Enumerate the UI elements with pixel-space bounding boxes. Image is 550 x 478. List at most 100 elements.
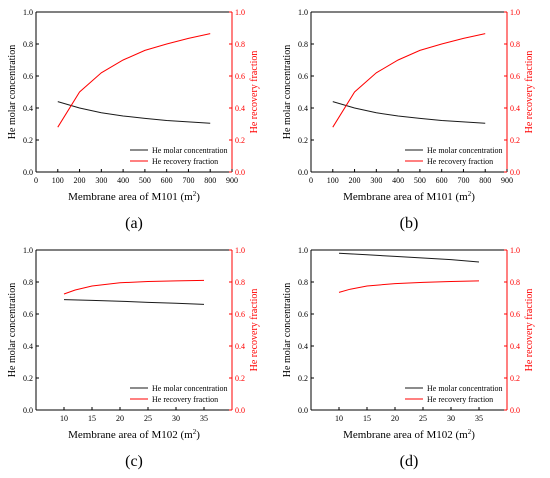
left-y-tick-label: 0.2 bbox=[23, 374, 33, 383]
right-y-tick-label: 0.4 bbox=[235, 342, 245, 351]
x-tick-label: 0 bbox=[34, 176, 38, 185]
right-y-axis-label: He recovery fraction bbox=[249, 289, 260, 372]
x-tick-label: 400 bbox=[117, 176, 129, 185]
left-y-tick-label: 0.6 bbox=[298, 310, 308, 319]
chart-panel-2: 0 100 200 300 400 500 600 700 800 9000.00.20.40.6… bbox=[282, 8, 535, 232]
x-tick-label: 15 bbox=[88, 414, 96, 423]
panel-label: (d) bbox=[400, 453, 419, 470]
x-tick-label: 20 bbox=[391, 414, 399, 423]
panel-label: (a) bbox=[125, 215, 143, 232]
x-axis-label: Membrane area of M102 (m2) bbox=[68, 428, 200, 441]
left-y-tick-label: 0.8 bbox=[23, 40, 33, 49]
panel-label: (b) bbox=[400, 215, 419, 232]
right-y-tick-label: 0.0 bbox=[235, 406, 245, 415]
left-y-tick-label: 0.4 bbox=[298, 342, 308, 351]
left-y-tick-label: 0.2 bbox=[298, 374, 308, 383]
x-tick-label: 900 bbox=[501, 176, 513, 185]
left-y-tick-label: 0.8 bbox=[298, 40, 308, 49]
x-tick-label: 25 bbox=[419, 414, 427, 423]
x-tick-label: 35 bbox=[200, 414, 208, 423]
series-line-he-molar-concentration bbox=[63, 299, 205, 305]
right-y-tick-label: 0.0 bbox=[235, 168, 245, 177]
series-line-he-recovery-fraction bbox=[332, 33, 486, 128]
right-y-tick-label: 0.8 bbox=[510, 278, 520, 287]
series-line-he-molar-concentration bbox=[332, 101, 486, 124]
x-axis-label: Membrane area of M102 (m2) bbox=[343, 428, 475, 441]
right-y-tick-label: 1.0 bbox=[510, 246, 520, 255]
x-axis-label: Membrane area of M101 (m2) bbox=[68, 190, 200, 203]
left-y-tick-label: 0.2 bbox=[298, 136, 308, 145]
x-axis-label: Membrane area of M101 (m2) bbox=[343, 190, 475, 203]
right-y-axis-label: He recovery fraction bbox=[249, 51, 260, 134]
series-line-he-molar-concentration bbox=[338, 252, 480, 263]
right-y-tick-label: 0.4 bbox=[510, 342, 520, 351]
x-tick-label: 800 bbox=[479, 176, 491, 185]
series-line-he-recovery-fraction bbox=[57, 33, 211, 128]
left-y-tick-label: 1.0 bbox=[298, 8, 308, 17]
legend-entry: He molar concentration bbox=[427, 146, 503, 155]
x-tick-label: 500 bbox=[139, 176, 151, 185]
x-tick-label: 200 bbox=[349, 176, 361, 185]
left-y-tick-label: 0.0 bbox=[298, 406, 308, 415]
legend-entry: He molar concentration bbox=[427, 384, 503, 393]
right-y-tick-label: 0.6 bbox=[235, 72, 245, 81]
legend-entry: He molar concentration bbox=[152, 146, 228, 155]
right-y-tick-label: 1.0 bbox=[235, 8, 245, 17]
panel-label: (c) bbox=[125, 453, 143, 470]
x-tick-label: 20 bbox=[116, 414, 124, 423]
legend-entry: He recovery fraction bbox=[427, 395, 493, 404]
right-y-tick-label: 0.0 bbox=[510, 168, 520, 177]
x-tick-label: 35 bbox=[475, 414, 483, 423]
left-y-tick-label: 0.0 bbox=[298, 168, 308, 177]
legend-entry: He molar concentration bbox=[152, 384, 228, 393]
series-line-he-recovery-fraction bbox=[338, 280, 480, 293]
chart-panel-1: 0 100 200 300 400 500 600 700 800 9000.00.20.40.6… bbox=[7, 8, 260, 232]
left-y-tick-label: 1.0 bbox=[298, 246, 308, 255]
right-y-tick-label: 0.0 bbox=[510, 406, 520, 415]
right-y-tick-label: 0.2 bbox=[235, 374, 245, 383]
x-tick-label: 800 bbox=[204, 176, 216, 185]
left-y-axis-label: He molar concentration bbox=[7, 45, 18, 139]
left-y-axis-label: He molar concentration bbox=[282, 45, 293, 139]
right-y-axis-label: He recovery fraction bbox=[524, 51, 535, 134]
x-tick-label: 30 bbox=[172, 414, 180, 423]
right-y-tick-label: 0.6 bbox=[235, 310, 245, 319]
left-y-tick-label: 0.4 bbox=[298, 104, 308, 113]
left-y-tick-label: 0.6 bbox=[23, 72, 33, 81]
right-y-tick-label: 0.6 bbox=[510, 72, 520, 81]
x-tick-label: 0 bbox=[309, 176, 313, 185]
x-tick-label: 30 bbox=[447, 414, 455, 423]
x-tick-label: 900 bbox=[226, 176, 238, 185]
x-tick-label: 300 bbox=[370, 176, 382, 185]
left-y-tick-label: 0.4 bbox=[23, 104, 33, 113]
right-y-tick-label: 0.6 bbox=[510, 310, 520, 319]
x-tick-label: 100 bbox=[327, 176, 339, 185]
left-y-tick-label: 1.0 bbox=[23, 246, 33, 255]
left-y-tick-label: 0.0 bbox=[23, 168, 33, 177]
x-tick-label: 700 bbox=[182, 176, 194, 185]
legend-entry: He recovery fraction bbox=[152, 157, 218, 166]
right-y-tick-label: 0.2 bbox=[510, 136, 520, 145]
legend-entry: He recovery fraction bbox=[427, 157, 493, 166]
legend-entry: He recovery fraction bbox=[152, 395, 218, 404]
x-tick-label: 25 bbox=[144, 414, 152, 423]
right-y-tick-label: 1.0 bbox=[235, 246, 245, 255]
x-tick-label: 10 bbox=[60, 414, 68, 423]
left-y-axis-label: He molar concentration bbox=[7, 283, 18, 377]
series-line-he-molar-concentration bbox=[57, 101, 211, 124]
left-y-tick-label: 0.2 bbox=[23, 136, 33, 145]
x-tick-label: 100 bbox=[52, 176, 64, 185]
x-tick-label: 600 bbox=[436, 176, 448, 185]
left-y-tick-label: 0.4 bbox=[23, 342, 33, 351]
x-tick-label: 15 bbox=[363, 414, 371, 423]
right-y-tick-label: 1.0 bbox=[510, 8, 520, 17]
left-y-tick-label: 0.0 bbox=[23, 406, 33, 415]
x-tick-label: 500 bbox=[414, 176, 426, 185]
right-y-tick-label: 0.4 bbox=[510, 104, 520, 113]
chart-panel-4: 10 15 20 25 30 35 0.0 0.2 0.4 0.6 0.8 1.0 0.0 0.2 0.4 0… bbox=[282, 246, 535, 470]
right-y-tick-label: 0.2 bbox=[235, 136, 245, 145]
left-y-tick-label: 1.0 bbox=[23, 8, 33, 17]
chart-panel-3: 10 15 20 25 30 35 0.0 0.2 0.4 0.6 0.8 1.0 0.0 0.2 0.4 0… bbox=[7, 246, 260, 470]
right-y-tick-label: 0.8 bbox=[510, 40, 520, 49]
